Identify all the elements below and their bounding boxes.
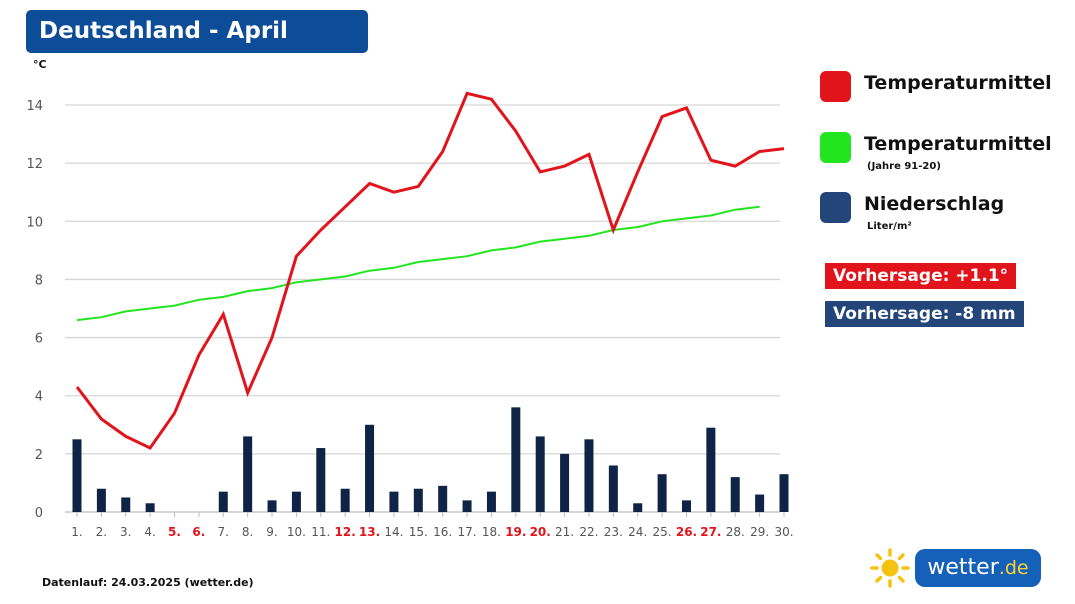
legend-sublabel: Liter/m² (867, 221, 912, 232)
precipitation-bar (584, 439, 594, 512)
precipitation-bar (755, 494, 765, 512)
legend-swatch-green (820, 132, 851, 163)
x-tick-label: 9. (266, 525, 277, 539)
precipitation-bar (633, 503, 643, 512)
x-tick-label: 7. (218, 525, 229, 539)
x-tick-label: 18. (482, 525, 501, 539)
precipitation-bar (96, 488, 106, 512)
legend-swatch-blue (820, 192, 851, 223)
precipitation-bar (218, 491, 228, 512)
x-tick-label: 25. (653, 525, 672, 539)
logo-tld: .de (998, 557, 1029, 579)
precipitation-bar (413, 488, 423, 512)
precipitation-bar (730, 477, 740, 512)
legend-label: Niederschlag (864, 193, 1005, 215)
x-tick-label: 13. (359, 525, 380, 539)
sun-icon (870, 548, 910, 588)
precipitation-bar (340, 488, 350, 512)
x-tick-label: 21. (555, 525, 574, 539)
precipitation-bar (316, 448, 326, 512)
logo-wordmark: wetter.de (915, 549, 1041, 587)
x-tick-label: 6. (192, 525, 205, 539)
forecast-precipitation-badge: Vorhersage: -8 mm (825, 301, 1024, 327)
precipitation-bar (535, 436, 545, 512)
x-tick-label: 2. (96, 525, 107, 539)
precipitation-bar (145, 503, 155, 512)
precipitation-bar (486, 491, 496, 512)
temperature-line (75, 91, 785, 450)
precipitation-bar (267, 500, 277, 512)
x-tick-label: 5. (168, 525, 181, 539)
forecast-temperature-badge: Vorhersage: +1.1° (825, 263, 1017, 289)
precipitation-bar (389, 491, 399, 512)
precipitation-bar (462, 500, 472, 512)
y-tick-label: 0 (35, 506, 43, 521)
precipitation-bar (438, 485, 448, 512)
x-tick-label: 11. (311, 525, 330, 539)
precipitation-bar (291, 491, 301, 512)
y-axis-label: °C (33, 58, 47, 71)
x-tick-label: 28. (726, 525, 745, 539)
x-tick-label: 12. (335, 525, 356, 539)
y-tick-label: 4 (35, 390, 43, 405)
precipitation-bar (706, 427, 716, 512)
x-tick-label: 8. (242, 525, 253, 539)
grid (65, 104, 780, 513)
legend-sublabel: (Jahre 91-20) (867, 161, 941, 172)
y-tick-label: 10 (26, 215, 43, 230)
x-tick-label: 30. (774, 525, 793, 539)
precipitation-bar (511, 407, 521, 512)
precipitation-bar (560, 453, 570, 512)
x-tick-label: 19. (505, 525, 526, 539)
y-tick-label: 8 (35, 273, 43, 288)
x-tick-label: 10. (287, 525, 306, 539)
precipitation-bar (779, 474, 789, 512)
y-tick-label: 6 (35, 332, 43, 347)
precipitation-bar (72, 439, 82, 512)
x-tick-label: 20. (530, 525, 551, 539)
x-tick-label: 27. (700, 525, 721, 539)
legend-label: Temperaturmittel (864, 72, 1052, 94)
x-tick-label: 1. (71, 525, 82, 539)
temperature-lines (75, 91, 785, 450)
x-tick-label: 15. (409, 525, 428, 539)
y-axis-ticks: 0 2 4 6 8 10 12 14 (26, 99, 43, 521)
wetter-de-logo: wetter.de (868, 548, 1044, 588)
legend-swatch-red (820, 71, 851, 102)
x-tick-label: 22. (579, 525, 598, 539)
x-tick-label: 17. (458, 525, 477, 539)
data-run-footer: Datenlauf: 24.03.2025 (wetter.de) (42, 576, 254, 589)
x-tick-label: 16. (433, 525, 452, 539)
chart-title: Deutschland - April (26, 10, 368, 53)
x-tick-label: 4. (144, 525, 155, 539)
x-tick-label: 23. (604, 525, 623, 539)
legend-label: Temperaturmittel (864, 133, 1052, 155)
precipitation-bar (608, 465, 618, 512)
x-tick-label: 3. (120, 525, 131, 539)
precipitation-bar (681, 500, 691, 512)
precipitation-bar (657, 474, 667, 512)
x-tick-label: 26. (676, 525, 697, 539)
x-tick-label: 14. (384, 525, 403, 539)
logo-text: wetter (927, 555, 999, 580)
y-tick-label: 2 (35, 448, 43, 463)
x-tick-label: 24. (628, 525, 647, 539)
temperature-normal-line (76, 205, 760, 322)
precipitation-bar (121, 497, 131, 512)
x-axis: 1. 2. 3. 4. 5. 6. 7. 8. 9. 10. 11. 12. 13. 14. 15. 16. 1… (71, 512, 794, 539)
precipitation-bar (365, 424, 375, 512)
x-tick-label: 29. (750, 525, 769, 539)
y-tick-label: 14 (26, 99, 43, 114)
y-tick-label: 12 (26, 157, 43, 172)
precipitation-bars (72, 407, 789, 512)
precipitation-bar (243, 436, 253, 512)
